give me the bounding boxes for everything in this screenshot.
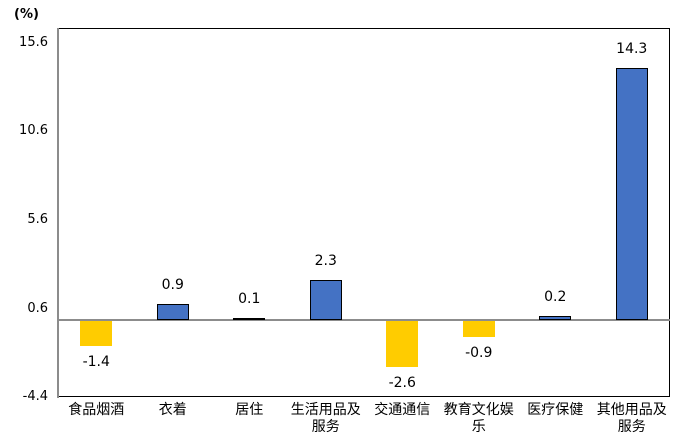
y-tick-label: -4.4 (22, 389, 48, 404)
value-label: -1.4 (82, 353, 110, 370)
plot-area (58, 28, 670, 397)
zero-baseline (58, 319, 670, 321)
x-category-label: 衣着 (158, 402, 187, 418)
x-category-label: 医疗保健 (527, 402, 584, 418)
x-category-label: 其他用品及 服务 (596, 402, 667, 435)
bar-6 (539, 316, 572, 320)
y-tick-label: 10.6 (19, 123, 48, 138)
bar-5 (462, 321, 495, 337)
bar-4 (386, 321, 419, 367)
y-tick-label: 0.6 (27, 301, 48, 316)
bar-2 (233, 318, 266, 320)
bar-1 (156, 304, 189, 320)
bar-7 (615, 68, 648, 320)
value-label: -0.9 (465, 344, 493, 361)
y-tick-label: 5.6 (27, 212, 48, 227)
x-category-label: 居住 (235, 402, 264, 418)
x-category-label: 食品烟酒 (68, 402, 125, 418)
x-category-label: 生活用品及 服务 (290, 402, 361, 435)
value-label: 0.9 (161, 277, 184, 294)
value-label: 0.1 (238, 291, 261, 307)
value-label: 2.3 (314, 252, 337, 269)
y-axis-line (57, 28, 59, 398)
value-label: 14.3 (616, 41, 648, 58)
value-label: 0.2 (544, 289, 567, 306)
bar-0 (80, 321, 113, 346)
y-tick-label: 15.6 (19, 35, 48, 50)
x-category-label: 交通通信 (374, 402, 431, 418)
x-category-label: 教育文化娱乐 (443, 402, 514, 435)
bar-3 (309, 279, 342, 320)
value-label: -2.6 (388, 374, 416, 391)
y-axis-unit-label: (%) (14, 7, 39, 22)
